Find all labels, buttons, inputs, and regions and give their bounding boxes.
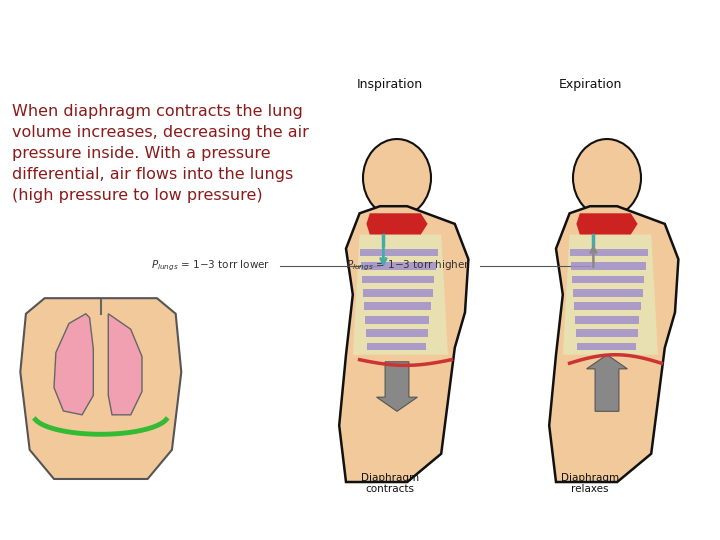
Polygon shape xyxy=(339,206,469,482)
Polygon shape xyxy=(366,213,428,234)
Text: Expiration: Expiration xyxy=(558,78,621,91)
Text: Diaphragm
relaxes: Diaphragm relaxes xyxy=(561,472,619,494)
Ellipse shape xyxy=(363,139,431,217)
Polygon shape xyxy=(353,234,448,355)
Polygon shape xyxy=(549,206,678,482)
FancyArrow shape xyxy=(377,362,418,411)
Text: $\it{P}_{lungs}$ = 1−3 torr lower: $\it{P}_{lungs}$ = 1−3 torr lower xyxy=(150,258,270,273)
Polygon shape xyxy=(575,316,639,323)
Polygon shape xyxy=(366,329,428,337)
Text: Boyle’s Law │ Volume and Pressure: Boyle’s Law │ Volume and Pressure xyxy=(13,24,651,67)
Polygon shape xyxy=(571,262,646,270)
Polygon shape xyxy=(572,275,644,284)
Polygon shape xyxy=(577,343,636,350)
Polygon shape xyxy=(572,289,643,297)
Polygon shape xyxy=(20,298,181,479)
Polygon shape xyxy=(359,248,438,256)
Text: Inspiration: Inspiration xyxy=(357,78,423,91)
Text: When diaphragm contracts the lung
volume increases, decreasing the air
pressure : When diaphragm contracts the lung volume… xyxy=(12,104,309,203)
Polygon shape xyxy=(364,302,431,310)
Text: Diaphragm
contracts: Diaphragm contracts xyxy=(361,472,419,494)
Polygon shape xyxy=(563,234,658,355)
Polygon shape xyxy=(54,314,94,415)
Polygon shape xyxy=(577,213,638,234)
Text: $\it{P}_{lungs}$ = 1−3 torr higher: $\it{P}_{lungs}$ = 1−3 torr higher xyxy=(346,258,470,273)
Polygon shape xyxy=(574,302,641,310)
Ellipse shape xyxy=(573,139,641,217)
FancyArrow shape xyxy=(587,355,627,411)
Polygon shape xyxy=(363,289,433,297)
Polygon shape xyxy=(366,343,426,350)
Polygon shape xyxy=(576,329,638,337)
Polygon shape xyxy=(361,262,436,270)
Polygon shape xyxy=(365,316,429,323)
Polygon shape xyxy=(361,275,434,284)
Polygon shape xyxy=(570,248,648,256)
Polygon shape xyxy=(108,314,142,415)
